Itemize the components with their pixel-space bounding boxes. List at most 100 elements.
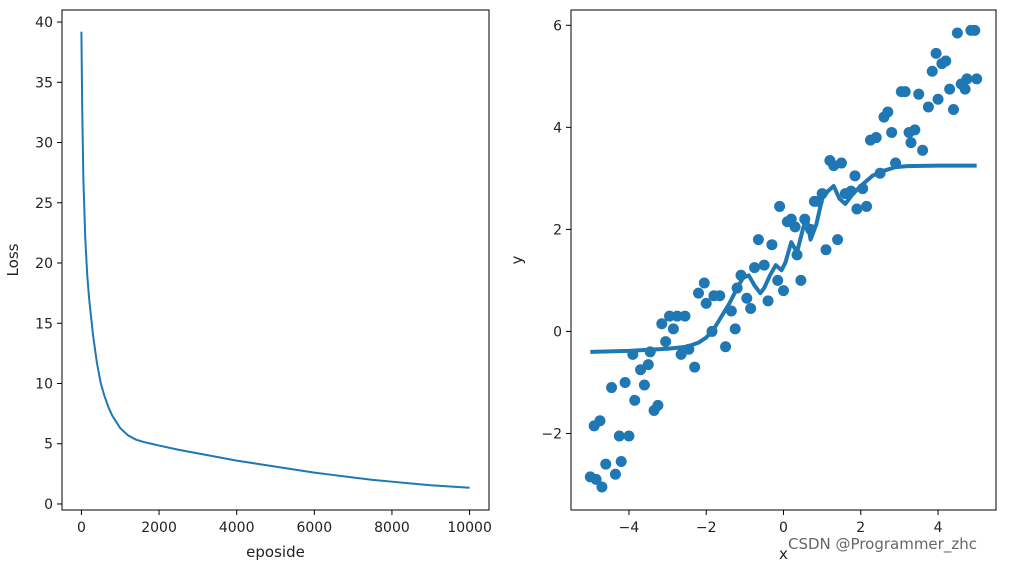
scatter-point <box>758 259 770 271</box>
y-tick-label: 4 <box>553 120 562 136</box>
plot-frame <box>570 9 997 511</box>
x-tick-label: 0 <box>77 520 86 536</box>
y-tick-label: 2 <box>553 222 562 238</box>
scatter-point <box>899 86 911 98</box>
regression-chart: −4 −2 0 2 4 −2 0 2 4 6 x y <box>508 9 997 563</box>
scatter-point <box>700 297 712 309</box>
scatter-point <box>693 287 704 299</box>
scatter-point <box>789 221 801 233</box>
scatter-point <box>590 473 602 485</box>
scatter-point <box>613 430 625 442</box>
scatter-point <box>679 310 691 322</box>
y-tick-label: 35 <box>35 75 53 91</box>
y-tick-label: −2 <box>541 426 562 442</box>
scatter-point <box>629 394 641 406</box>
x-axis-label: x <box>779 545 788 563</box>
scatter-point <box>835 157 847 169</box>
scatter-point <box>638 379 650 391</box>
scatter-point <box>940 55 952 67</box>
scatter-point <box>698 277 710 289</box>
scatter-point <box>772 274 784 286</box>
scatter-point <box>849 170 861 182</box>
y-tick-label: 40 <box>35 15 53 31</box>
scatter-point <box>930 47 942 59</box>
scatter-point <box>619 376 631 388</box>
x-tick-label: 6000 <box>296 520 332 536</box>
scatter-point <box>664 310 676 322</box>
scatter-point <box>909 124 921 136</box>
y-tick-label: 15 <box>35 316 53 332</box>
x-tick-label: 2000 <box>141 520 177 536</box>
scatter-point <box>917 144 929 156</box>
scatter-point <box>714 290 726 302</box>
scatter-point <box>922 101 934 113</box>
scatter-point <box>851 203 863 215</box>
scatter-point <box>675 348 687 360</box>
scatter-point <box>615 456 627 468</box>
fitted-curve <box>590 163 977 354</box>
scatter-point <box>720 341 732 353</box>
loss-chart: 0 2000 4000 6000 8000 10000 0 5 10 15 20 25 30 35 40 ep… <box>4 9 492 561</box>
y-tick-label: 20 <box>35 256 53 272</box>
scatter-point <box>926 65 938 77</box>
scatter-point <box>606 382 618 394</box>
x-tick-label: 4000 <box>219 520 255 536</box>
y-tick-label: 0 <box>553 324 562 340</box>
x-tick-label: −2 <box>696 520 717 536</box>
scatter-point <box>671 310 683 322</box>
scatter-point <box>944 83 956 95</box>
y-tick-label: 10 <box>35 376 53 392</box>
x-tick-label: −4 <box>619 520 640 536</box>
scatter-point <box>832 234 844 246</box>
scatter-point <box>870 132 882 144</box>
scatter-point <box>667 323 679 335</box>
scatter-point <box>766 239 778 251</box>
scatter-point <box>961 73 973 85</box>
scatter-point <box>752 234 764 246</box>
scatter-point <box>594 415 606 427</box>
scatter-point <box>886 126 898 138</box>
y-tick-label: 30 <box>35 136 53 152</box>
scatter-point <box>623 430 635 442</box>
x-axis-label: eposide <box>246 543 305 561</box>
scatter-point <box>820 244 832 256</box>
x-tick-label: 10000 <box>447 520 492 536</box>
scatter-point <box>745 302 757 314</box>
scatter-point <box>791 249 803 261</box>
x-tick-label: 0 <box>779 520 788 536</box>
scatter-point <box>882 106 894 118</box>
scatter-point <box>969 24 981 36</box>
scatter-point <box>652 399 664 411</box>
loss-line <box>80 31 470 489</box>
scatter-point <box>774 200 786 212</box>
scatter-point <box>971 73 983 85</box>
scatter-point <box>729 323 741 335</box>
scatter-point <box>913 88 925 100</box>
x-tick-label: 4 <box>934 520 943 536</box>
scatter-point <box>600 458 612 470</box>
y-tick-label: 5 <box>44 437 53 453</box>
scatter-point <box>932 93 944 105</box>
scatter-point <box>905 137 917 149</box>
scatter-point <box>861 200 873 212</box>
scatter-point <box>642 359 654 371</box>
scatter-point <box>951 27 963 39</box>
scatter-point <box>948 103 959 115</box>
scatter-point <box>749 262 761 274</box>
scatter-point <box>609 468 621 480</box>
scatter-point <box>596 481 608 493</box>
scatter-point <box>689 361 701 373</box>
y-tick-label: 6 <box>553 18 562 34</box>
plot-frame <box>61 9 490 511</box>
scatter-point <box>656 318 668 330</box>
x-tick-label: 2 <box>856 520 865 536</box>
scatter-point <box>959 83 971 95</box>
watermark: CSDN @Programmer_zhc <box>788 535 977 553</box>
scatter-point <box>762 295 774 307</box>
y-axis-label: y <box>508 255 526 264</box>
scatter-point <box>778 285 789 297</box>
y-tick-label: 0 <box>44 497 53 513</box>
scatter-point <box>795 274 807 286</box>
scatter-point <box>741 292 753 304</box>
